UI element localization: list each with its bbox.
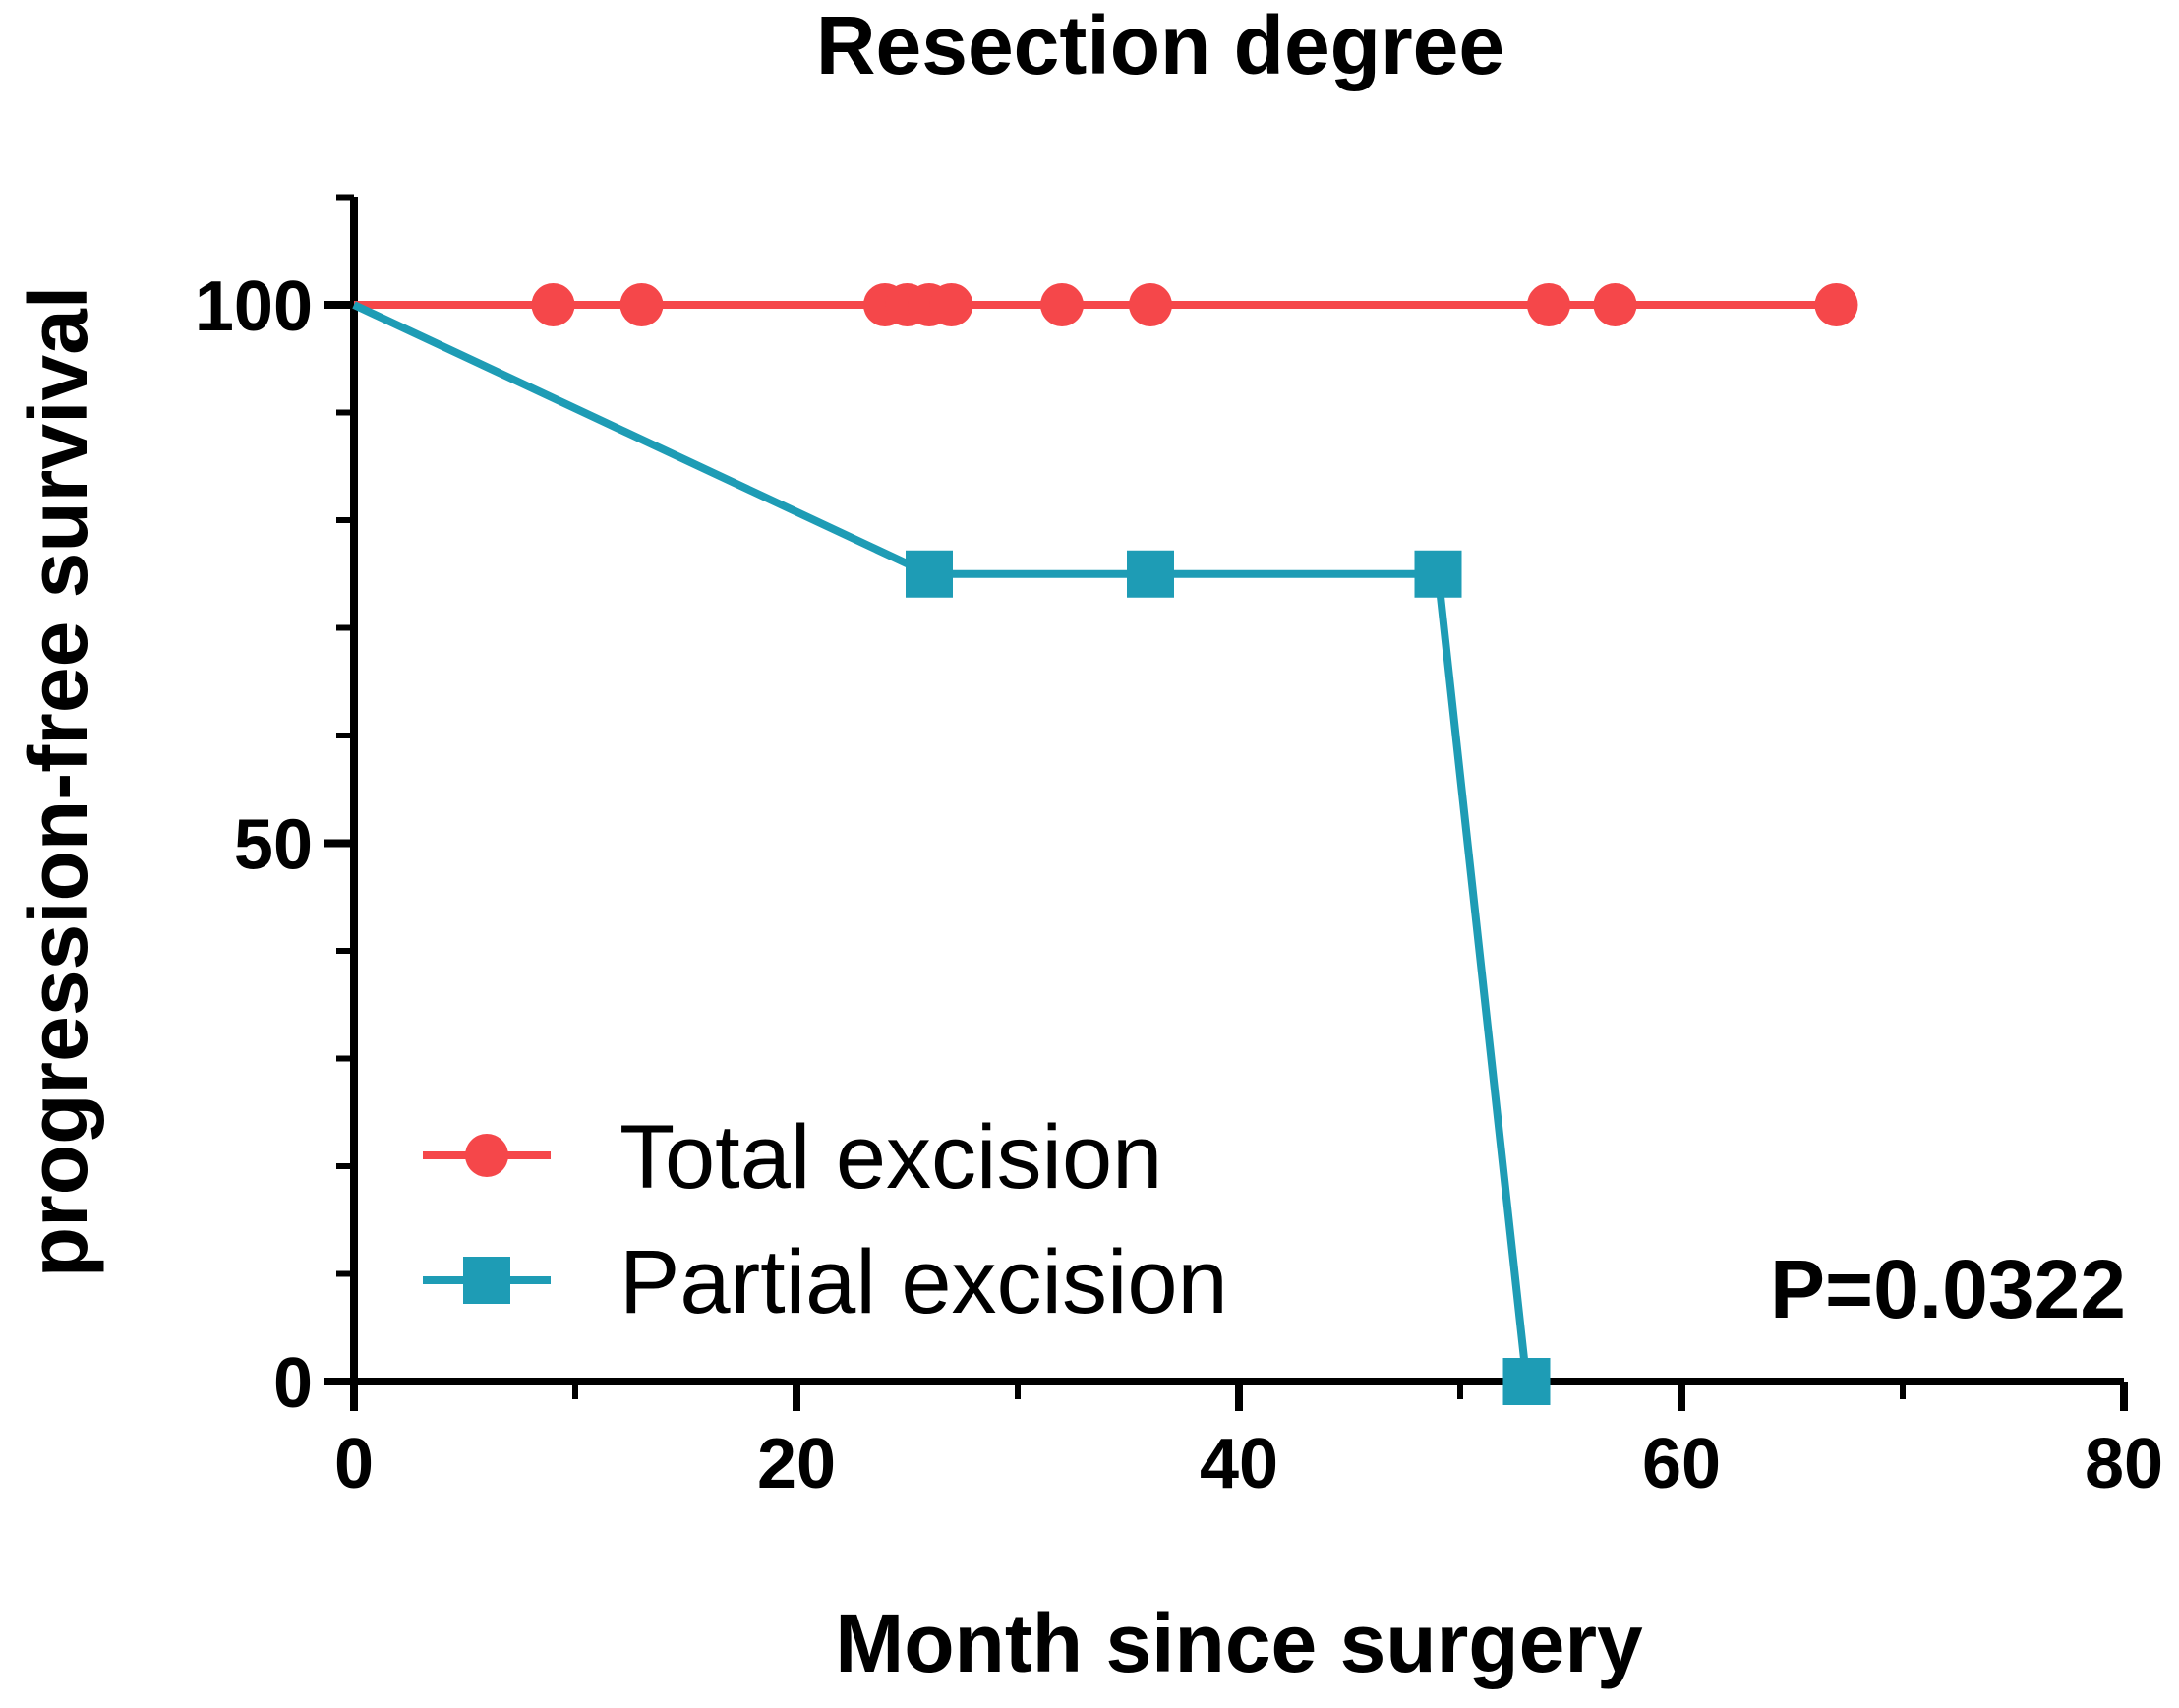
legend-partial-excision-marker (463, 1257, 510, 1304)
x-tick-label: 80 (2085, 1425, 2163, 1503)
total-excision-point (1593, 283, 1637, 326)
total-excision-point (619, 283, 664, 326)
x-tick-label: 60 (1642, 1425, 1721, 1503)
total-excision-point (1129, 283, 1172, 326)
x-tick-label: 20 (757, 1425, 836, 1503)
total-excision-point (531, 283, 575, 326)
total-excision-point (1040, 283, 1084, 326)
y-tick-label: 0 (273, 1344, 313, 1423)
y-tick-label: 100 (195, 267, 313, 346)
y-tick-label: 50 (234, 806, 313, 885)
x-tick-label: 40 (1200, 1425, 1278, 1503)
series-layer (352, 283, 1858, 1405)
y-axis-label: progression-free survival (12, 286, 104, 1277)
legend-total-excision-label: Total excision (619, 1107, 1162, 1207)
partial-excision-point (1127, 550, 1174, 598)
total-excision-point (1527, 283, 1570, 326)
x-tick-label: 0 (334, 1425, 374, 1503)
partial-excision-line (352, 301, 1531, 1383)
legend-partial-excision-label: Partial excision (619, 1232, 1228, 1332)
partial-excision-point (1502, 1358, 1551, 1405)
total-excision-point (1814, 283, 1858, 326)
partial-excision-point (906, 550, 953, 598)
x-axis-label: Month since surgery (835, 1597, 1643, 1689)
total-excision-point (929, 283, 973, 326)
legend-total-excision-marker (465, 1134, 508, 1177)
chart-title: Resection degree (816, 0, 1504, 91)
p-value-annotation: P=0.0322 (1770, 1243, 2126, 1335)
partial-excision-point (1414, 550, 1462, 598)
axes: 0 50 100 0 20 40 60 80 (195, 194, 2163, 1503)
legend: Total excision Partial excision (423, 1107, 1228, 1332)
